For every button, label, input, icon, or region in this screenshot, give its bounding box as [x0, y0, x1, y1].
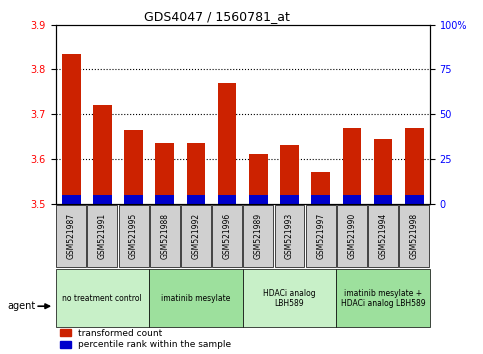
Legend: transformed count, percentile rank within the sample: transformed count, percentile rank withi…	[60, 329, 231, 349]
Text: GSM521992: GSM521992	[191, 213, 200, 259]
Text: GSM521993: GSM521993	[285, 213, 294, 259]
Bar	[156, 143, 174, 204]
Bar	[149, 269, 242, 327]
Text: GSM521994: GSM521994	[379, 213, 387, 259]
Bar	[56, 269, 149, 327]
Text: HDACi analog
LBH589: HDACi analog LBH589	[263, 289, 316, 308]
Bar	[186, 143, 205, 204]
Text: GSM521987: GSM521987	[67, 213, 76, 259]
Bar	[186, 195, 205, 204]
Text: GSM521996: GSM521996	[223, 213, 232, 259]
Text: GSM521991: GSM521991	[98, 213, 107, 259]
Bar	[342, 195, 361, 204]
Bar	[243, 205, 273, 267]
Bar	[249, 195, 268, 204]
Text: no treatment control: no treatment control	[62, 294, 142, 303]
Text: GSM521998: GSM521998	[410, 213, 419, 259]
Bar	[306, 205, 336, 267]
Bar	[280, 145, 299, 204]
Bar	[62, 54, 81, 204]
Bar	[124, 195, 143, 204]
Bar	[249, 154, 268, 204]
Bar	[337, 205, 367, 267]
Bar	[156, 195, 174, 204]
Bar	[93, 195, 112, 204]
Bar	[218, 195, 237, 204]
Bar	[312, 195, 330, 204]
Bar	[93, 105, 112, 204]
Bar	[56, 205, 86, 267]
Bar	[87, 205, 117, 267]
Bar	[118, 205, 148, 267]
Text: imatinib mesylate: imatinib mesylate	[161, 294, 230, 303]
Bar	[212, 205, 242, 267]
Bar	[274, 205, 304, 267]
Bar	[150, 205, 180, 267]
Bar	[336, 269, 430, 327]
Bar	[218, 83, 237, 204]
Bar	[181, 205, 211, 267]
Bar	[374, 139, 392, 204]
Bar	[405, 195, 424, 204]
Text: GSM521988: GSM521988	[160, 213, 169, 259]
Bar	[405, 127, 424, 204]
Text: GDS4047 / 1560781_at: GDS4047 / 1560781_at	[144, 10, 290, 23]
Text: GSM521995: GSM521995	[129, 213, 138, 259]
Bar	[242, 269, 336, 327]
Bar	[399, 205, 429, 267]
Bar	[124, 130, 143, 204]
Bar	[62, 195, 81, 204]
Text: imatinib mesylate +
HDACi analog LBH589: imatinib mesylate + HDACi analog LBH589	[341, 289, 426, 308]
Text: GSM521997: GSM521997	[316, 213, 325, 259]
Text: GSM521989: GSM521989	[254, 213, 263, 259]
Text: GSM521990: GSM521990	[347, 213, 356, 259]
Text: agent: agent	[7, 301, 35, 311]
Bar	[312, 172, 330, 204]
Bar	[280, 195, 299, 204]
Bar	[368, 205, 398, 267]
Bar	[374, 195, 392, 204]
Bar	[342, 127, 361, 204]
